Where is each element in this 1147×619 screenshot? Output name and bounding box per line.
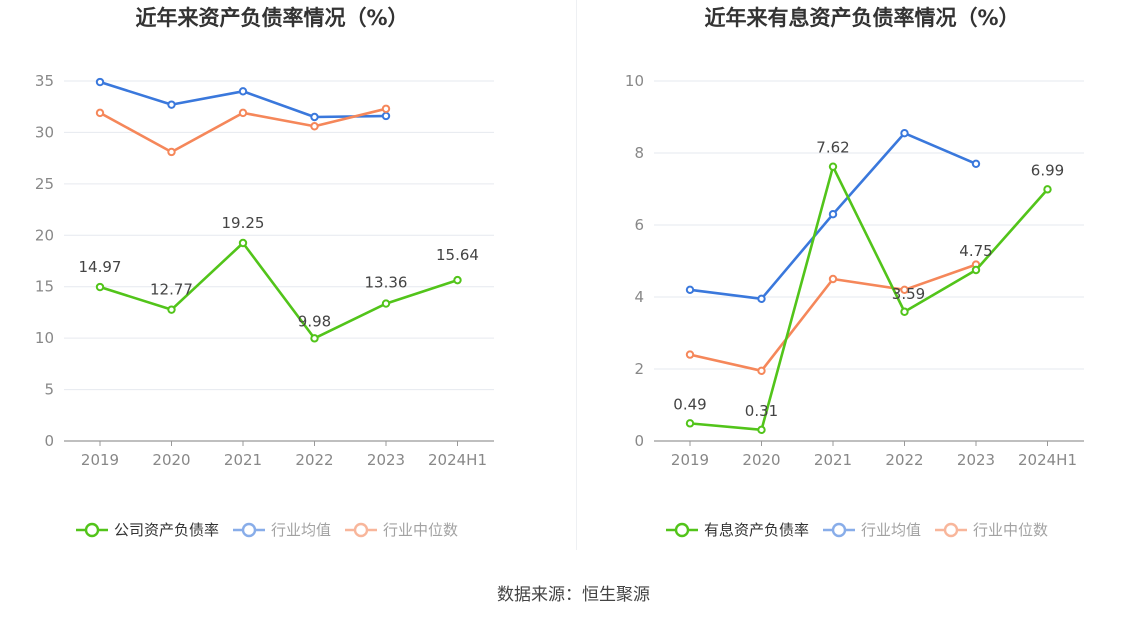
legend-item-industry_avg: 行业均值 <box>233 521 331 539</box>
data-point-industry_avg <box>828 210 838 219</box>
data-label: 4.75 <box>959 242 992 260</box>
data-point-industry_median <box>95 108 105 118</box>
data-point-industry_median <box>685 350 695 359</box>
chart-title: 近年来有息资产负债率情况（%） <box>704 6 1019 30</box>
chart-1: 近年来资产负债率情况（%） 0 5 10 15 20 25 30 35 2019 2020 2021 2… <box>35 6 494 539</box>
x-tick-label: 2022 <box>295 451 333 469</box>
legend-item-company: 公司资产负债率 <box>76 521 219 539</box>
y-tick-label: 2 <box>634 360 644 378</box>
y-tick-label: 20 <box>35 226 54 244</box>
legend-label: 行业均值 <box>271 521 331 539</box>
y-tick-label: 15 <box>35 278 54 296</box>
data-point-industry_avg <box>310 112 319 122</box>
data-point-industry_median <box>238 108 248 118</box>
legend-label: 有息资产负债率 <box>704 521 809 539</box>
data-point-company <box>971 265 981 275</box>
data-point-industry_median <box>310 122 319 131</box>
data-point-industry_median <box>828 274 838 284</box>
legend-marker <box>353 522 369 538</box>
data-label: 15.64 <box>436 246 479 264</box>
y-tick-label: 8 <box>634 144 644 162</box>
y-tick-label: 30 <box>35 123 54 141</box>
legend-label: 行业中位数 <box>383 521 458 539</box>
data-point-industry_avg <box>95 77 105 87</box>
data-point-industry_median <box>381 104 391 113</box>
chart-title: 近年来资产负债率情况（%） <box>135 6 408 30</box>
data-label: 14.97 <box>79 258 122 276</box>
data-point-industry_median <box>900 285 909 294</box>
data-point-company <box>453 275 462 285</box>
y-tick-label: 10 <box>625 72 644 90</box>
y-tick-label: 5 <box>44 381 54 399</box>
x-tick-label: 2020 <box>152 451 190 469</box>
data-point-industry_avg <box>167 100 176 109</box>
data-point-industry_avg <box>685 285 695 294</box>
data-point-company <box>1043 185 1052 194</box>
data-label: 3.59 <box>892 285 925 303</box>
data-point-company <box>95 282 105 292</box>
legend-marker <box>241 522 257 538</box>
data-point-company <box>167 305 176 314</box>
data-point-industry_avg <box>381 111 391 121</box>
legend-item-industry_median: 行业中位数 <box>345 521 458 539</box>
chart-2: 近年来有息资产负债率情况（%） 0 2 4 6 8 10 2019 2020 2021 2022 20… <box>625 6 1084 539</box>
x-tick-label: 2019 <box>81 451 119 469</box>
legend-marker <box>831 522 847 538</box>
x-tick-label: 2024H1 <box>1018 451 1077 469</box>
data-label: 9.98 <box>298 312 331 330</box>
chart-divider <box>576 0 577 550</box>
data-point-company <box>828 162 838 171</box>
y-tick-label: 6 <box>634 216 644 234</box>
data-point-company <box>381 299 391 308</box>
series-line-company <box>689 165 1049 432</box>
x-tick-label: 2019 <box>671 451 709 469</box>
y-tick-label: 0 <box>634 432 644 450</box>
y-tick-label: 4 <box>634 288 644 306</box>
data-point-company <box>900 307 909 316</box>
x-tick-label: 2024H1 <box>428 451 487 469</box>
data-label: 7.62 <box>816 139 849 157</box>
data-point-industry_avg <box>757 294 766 303</box>
data-label: 13.36 <box>365 274 408 292</box>
legend-marker <box>943 522 959 538</box>
data-point-industry_avg <box>900 129 909 138</box>
y-tick-label: 25 <box>35 175 54 193</box>
legend-item-industry_median: 行业中位数 <box>935 521 1048 539</box>
data-label: 0.49 <box>673 395 706 413</box>
data-point-industry_avg <box>238 87 248 96</box>
legend-item-industry_avg: 行业均值 <box>823 521 921 539</box>
data-label: 12.77 <box>150 281 193 299</box>
legend-label: 公司资产负债率 <box>114 521 219 539</box>
data-point-company <box>685 419 695 428</box>
x-tick-label: 2021 <box>224 451 262 469</box>
data-point-company <box>310 334 319 343</box>
data-label: 6.99 <box>1031 161 1064 179</box>
legend-label: 行业均值 <box>861 521 921 539</box>
data-point-company <box>238 238 248 248</box>
x-tick-label: 2023 <box>957 451 995 469</box>
y-tick-label: 10 <box>35 329 54 347</box>
legend-item-company: 有息资产负债率 <box>666 521 809 539</box>
data-source-note: 数据来源：恒生聚源 <box>497 585 650 605</box>
data-point-industry_median <box>757 366 766 375</box>
y-tick-label: 0 <box>44 432 54 450</box>
y-tick-label: 35 <box>35 72 54 90</box>
legend-label: 行业中位数 <box>973 521 1048 539</box>
data-label: 19.25 <box>222 214 265 232</box>
x-tick-label: 2021 <box>814 451 852 469</box>
x-tick-label: 2023 <box>367 451 405 469</box>
data-point-industry_avg <box>971 159 981 169</box>
legend-marker <box>84 522 100 538</box>
x-tick-label: 2020 <box>742 451 780 469</box>
x-tick-label: 2022 <box>885 451 923 469</box>
data-point-industry_median <box>167 147 176 157</box>
legend-marker <box>674 522 690 538</box>
data-point-company <box>757 425 766 435</box>
data-label: 0.31 <box>745 402 778 420</box>
series-line-company <box>99 241 458 340</box>
